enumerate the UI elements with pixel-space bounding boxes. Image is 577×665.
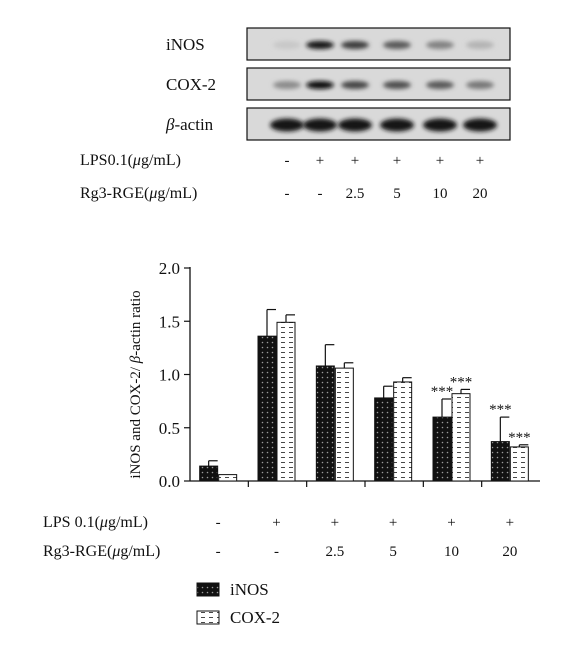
significance-mark: *** <box>431 384 454 400</box>
y-tick-label: 1.0 <box>159 366 180 385</box>
blot-band <box>270 118 304 132</box>
y-axis-label: iNOS and COX-2/ β-actin ratio <box>128 290 144 478</box>
blot-band <box>383 81 411 89</box>
blot-band <box>426 41 454 49</box>
x-row-value: 20 <box>502 544 517 560</box>
bar-inos <box>315 365 335 482</box>
x-row-value: - <box>216 515 221 531</box>
blot-row-label-1: Rg3-RGE(μg/mL) <box>80 185 197 202</box>
bar-inos <box>374 397 394 482</box>
bar-inos <box>490 441 510 482</box>
x-row-label-0: LPS 0.1(μg/mL) <box>43 514 148 531</box>
western-blot-panel: iNOS COX-2 β-actin LPS0.1(μg/mL) - + + + + + Rg3-R… <box>0 0 577 220</box>
bar-cox2 <box>218 474 238 482</box>
legend-label-1: COX-2 <box>230 608 280 627</box>
blot-row-value: 20 <box>473 186 488 202</box>
x-row-value: 2.5 <box>325 544 344 560</box>
bar-cox2 <box>276 321 296 482</box>
blot-band <box>306 81 334 89</box>
significance-mark: *** <box>508 430 531 446</box>
y-tick-label: 1.5 <box>159 312 180 331</box>
y-tick-label: 0.0 <box>159 472 180 491</box>
y-tick-label: 0.5 <box>159 419 180 438</box>
blot-band <box>423 118 457 132</box>
bar-inos <box>257 335 277 482</box>
x-row-value: - <box>216 544 221 560</box>
legend-swatch-1 <box>196 610 220 625</box>
x-row-value: + <box>272 515 280 531</box>
blot-row-value: - <box>285 186 290 202</box>
blot-band <box>273 41 301 49</box>
blot-band <box>380 118 414 132</box>
x-row-value: 5 <box>389 544 397 560</box>
blot-svg: iNOS COX-2 β-actin LPS0.1(μg/mL) - + + + + + Rg3-R… <box>80 27 511 202</box>
blot-band <box>306 41 334 49</box>
blot-row-label-0: LPS0.1(μg/mL) <box>80 152 181 169</box>
blot-band <box>341 81 369 89</box>
blot-row-value: + <box>316 153 324 169</box>
blot-row-value: 5 <box>393 186 401 202</box>
bar-cox2 <box>509 446 529 482</box>
blot-label-0: iNOS <box>166 35 205 54</box>
x-row-value: + <box>331 515 339 531</box>
blot-row-value: - <box>318 186 323 202</box>
blot-row-value: + <box>436 153 444 169</box>
y-tick-label: 2.0 <box>159 259 180 278</box>
blot-band <box>341 41 369 49</box>
blot-label-2: β-actin <box>165 115 214 134</box>
x-row-value: 10 <box>444 544 459 560</box>
bar-cox2 <box>451 393 471 482</box>
blot-row-value: + <box>351 153 359 169</box>
blot-row-value: - <box>285 153 290 169</box>
blot-row-value: + <box>393 153 401 169</box>
x-row-value: - <box>274 544 279 560</box>
blot-row-value: 2.5 <box>346 186 365 202</box>
legend-swatch-0 <box>196 582 220 597</box>
blot-band <box>338 118 372 132</box>
blot-band <box>303 118 337 132</box>
chart-svg: 0.0 0.5 1.0 1.5 2.0 iNOS and COX-2/ β-actin r… <box>43 259 540 627</box>
x-row-value: + <box>389 515 397 531</box>
legend-label-0: iNOS <box>230 580 269 599</box>
significance-mark: *** <box>450 374 473 390</box>
x-row-label-1: Rg3-RGE(μg/mL) <box>43 543 160 560</box>
blot-label-1: COX-2 <box>166 75 216 94</box>
blot-row-value: 10 <box>433 186 448 202</box>
x-row-value: + <box>447 515 455 531</box>
blot-band <box>466 41 494 49</box>
blot-band <box>426 81 454 89</box>
bar-chart-panel: 0.0 0.5 1.0 1.5 2.0 iNOS and COX-2/ β-actin r… <box>0 225 577 660</box>
bar-cox2 <box>393 381 413 482</box>
blot-band <box>463 118 497 132</box>
blot-band <box>273 81 301 89</box>
blot-band <box>383 41 411 49</box>
bar-cox2 <box>334 367 354 482</box>
blot-row-value: + <box>476 153 484 169</box>
blot-band <box>466 81 494 89</box>
bar-inos <box>199 465 219 482</box>
bar-inos <box>432 416 452 482</box>
significance-mark: *** <box>489 402 512 418</box>
x-row-value: + <box>506 515 514 531</box>
